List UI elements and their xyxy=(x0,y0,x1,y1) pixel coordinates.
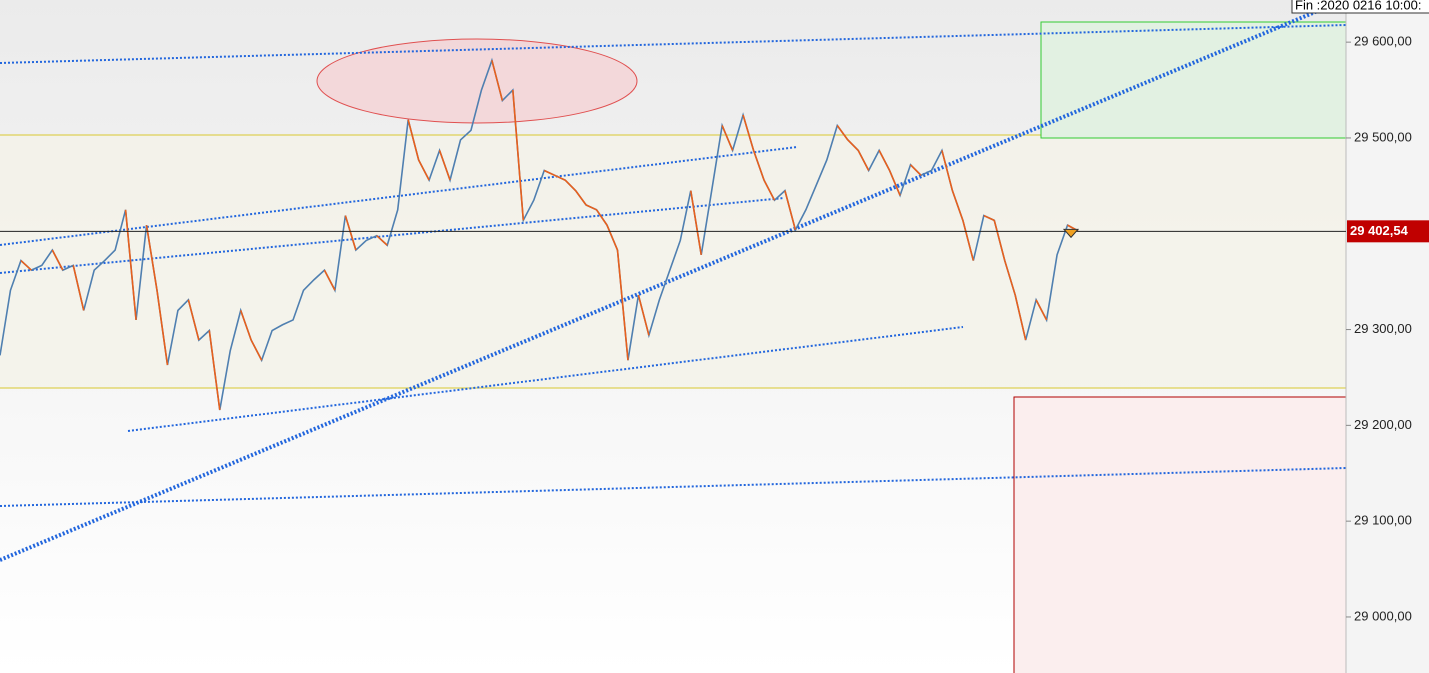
down-move xyxy=(847,139,859,151)
down-move xyxy=(438,150,451,181)
down-move xyxy=(239,310,252,341)
target-zone xyxy=(1040,21,1347,139)
last-price-marker xyxy=(1062,228,1080,239)
down-move xyxy=(878,150,891,171)
down-move xyxy=(993,220,1006,261)
down-move xyxy=(156,290,169,366)
down-move xyxy=(637,294,650,336)
down-move xyxy=(689,190,703,255)
down-move xyxy=(962,220,975,261)
stop-zone xyxy=(1013,396,1347,673)
down-move xyxy=(1035,299,1048,321)
down-move xyxy=(784,190,797,231)
down-move xyxy=(376,235,388,246)
down-move xyxy=(344,215,357,251)
down-move xyxy=(763,179,776,201)
down-move xyxy=(909,164,922,176)
last-price-label: 29 402,54 xyxy=(1350,223,1409,238)
down-move xyxy=(250,339,263,361)
down-move xyxy=(752,150,765,181)
down-move xyxy=(1014,294,1027,341)
down-move xyxy=(983,214,995,222)
y-tick-label: 29 600,00 xyxy=(1354,34,1412,49)
down-move xyxy=(72,265,85,311)
header-text: Fin :2020 0216 10:00: xyxy=(1295,0,1422,12)
price-series xyxy=(0,57,1079,411)
down-move xyxy=(124,209,137,321)
down-move xyxy=(595,209,608,226)
down-move xyxy=(742,114,755,151)
y-tick-label: 29 100,00 xyxy=(1354,513,1412,528)
price-axis xyxy=(1346,0,1429,673)
down-move xyxy=(941,150,954,191)
down-move xyxy=(585,204,597,211)
y-tick-label: 29 200,00 xyxy=(1354,417,1412,432)
down-move xyxy=(187,299,200,341)
down-move xyxy=(857,150,870,171)
down-move xyxy=(574,190,587,206)
down-move xyxy=(20,259,32,271)
down-move xyxy=(554,174,566,181)
down-move xyxy=(512,89,525,221)
down-move xyxy=(888,170,901,196)
header-box xyxy=(1291,0,1429,14)
down-move xyxy=(616,249,629,361)
down-move xyxy=(951,190,964,221)
trend-lines xyxy=(0,8,1347,562)
down-move xyxy=(51,249,64,271)
down-move xyxy=(836,125,849,141)
down-move xyxy=(606,224,619,251)
down-move xyxy=(491,60,504,101)
y-tick-label: 29 500,00 xyxy=(1354,129,1412,144)
down-move xyxy=(417,159,430,181)
down-move xyxy=(407,119,420,161)
down-move xyxy=(145,225,158,291)
down-move xyxy=(323,269,336,291)
highlight-ellipse xyxy=(316,38,638,124)
down-move xyxy=(564,179,577,192)
down-move xyxy=(721,125,734,151)
y-tick-label: 29 000,00 xyxy=(1354,608,1412,623)
down-move xyxy=(1003,260,1016,296)
down-move xyxy=(543,169,556,177)
last-price-box xyxy=(1347,220,1429,243)
down-move xyxy=(208,330,221,411)
y-tick-label: 29 300,00 xyxy=(1354,321,1412,336)
